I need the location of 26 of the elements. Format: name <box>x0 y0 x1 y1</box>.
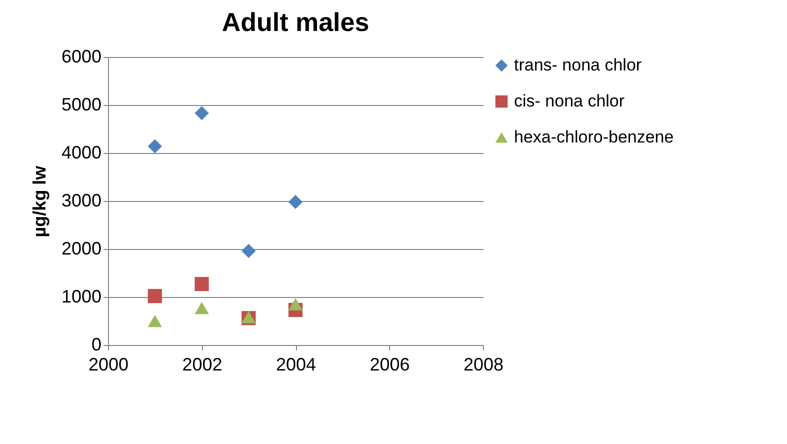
y-tick-label: 3000 <box>61 190 102 210</box>
point <box>148 288 162 304</box>
point <box>242 244 256 258</box>
y-tick-label: 4000 <box>61 142 102 162</box>
x-tick-label: 2004 <box>276 354 316 374</box>
x-tick-label: 2008 <box>463 354 504 374</box>
y-tick-label: 0 <box>91 334 102 354</box>
legend-label: cis- nona chlor <box>514 92 625 110</box>
y-tick-label: 6000 <box>61 46 102 66</box>
y-tick-label: 1000 <box>61 286 102 306</box>
point <box>194 276 209 292</box>
legend-label: hexa-chloro-benzene <box>514 128 674 146</box>
x-tick-label: 2006 <box>370 354 410 374</box>
point <box>148 139 162 154</box>
y-axis-title: µg/kg lw <box>29 164 50 238</box>
x-tick-label: 2000 <box>88 354 129 374</box>
point <box>288 298 303 310</box>
point <box>194 302 209 314</box>
point <box>194 106 209 120</box>
point <box>288 194 303 210</box>
legend-label: trans- nona chlor <box>514 56 642 74</box>
point <box>148 314 162 328</box>
x-tick-label: 2002 <box>182 354 222 374</box>
y-tick-label: 5000 <box>61 94 102 114</box>
chart-title: Adult males <box>222 7 370 37</box>
y-tick-label: 2000 <box>61 238 102 258</box>
